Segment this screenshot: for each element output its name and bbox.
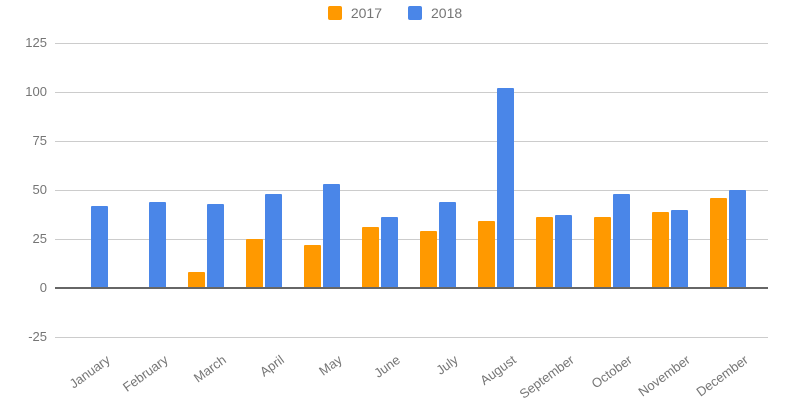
bar-2017-november[interactable]: [652, 212, 669, 288]
bar-2018-january[interactable]: [91, 206, 108, 288]
bar-2018-october[interactable]: [613, 194, 630, 288]
y-axis-label-25: 25: [32, 231, 47, 246]
bar-2018-june[interactable]: [381, 217, 398, 288]
bar-2018-september[interactable]: [555, 215, 572, 288]
gridline-125: [55, 43, 768, 44]
y-axis-label-125: 125: [25, 35, 47, 50]
bar-2017-june[interactable]: [362, 227, 379, 288]
bar-2017-december[interactable]: [710, 198, 727, 288]
legend-swatch-2017: [327, 6, 342, 20]
bar-2018-august[interactable]: [497, 88, 514, 288]
bar-2018-december[interactable]: [729, 190, 746, 288]
bar-2018-may[interactable]: [323, 184, 340, 288]
gridline-50: [55, 190, 768, 191]
legend-label-2018: 2018: [431, 5, 463, 21]
zero-axis-line: [55, 287, 768, 289]
bar-2017-april[interactable]: [246, 239, 263, 288]
bar-2018-march[interactable]: [207, 204, 224, 288]
bar-2018-april[interactable]: [265, 194, 282, 288]
bar-2018-july[interactable]: [439, 202, 456, 288]
legend-item-2018[interactable]: 2018: [408, 5, 462, 21]
bar-2017-october[interactable]: [594, 217, 611, 288]
gridline-25: [55, 239, 768, 240]
bar-2017-march[interactable]: [188, 272, 205, 288]
gridline--25: [55, 337, 768, 338]
bar-2018-november[interactable]: [671, 210, 688, 288]
bar-2017-september[interactable]: [536, 217, 553, 288]
legend-swatch-2018: [408, 6, 422, 20]
bar-2017-august[interactable]: [478, 221, 495, 288]
y-axis-label--25: -25: [28, 329, 47, 344]
bar-2017-may[interactable]: [304, 245, 321, 288]
legend-item-2017[interactable]: 2017: [327, 5, 382, 21]
bar-2018-february[interactable]: [149, 202, 166, 288]
y-axis-label-0: 0: [39, 280, 47, 295]
y-axis-label-100: 100: [25, 84, 47, 99]
gridline-100: [55, 92, 768, 93]
y-axis-label-75: 75: [32, 133, 47, 148]
bar-2017-july[interactable]: [420, 231, 437, 288]
x-axis-label-january: January: [66, 352, 113, 392]
chart-legend: 2017 2018: [0, 5, 790, 21]
y-axis-label-50: 50: [32, 182, 47, 197]
gridline-75: [55, 141, 768, 142]
legend-label-2017: 2017: [350, 5, 382, 21]
